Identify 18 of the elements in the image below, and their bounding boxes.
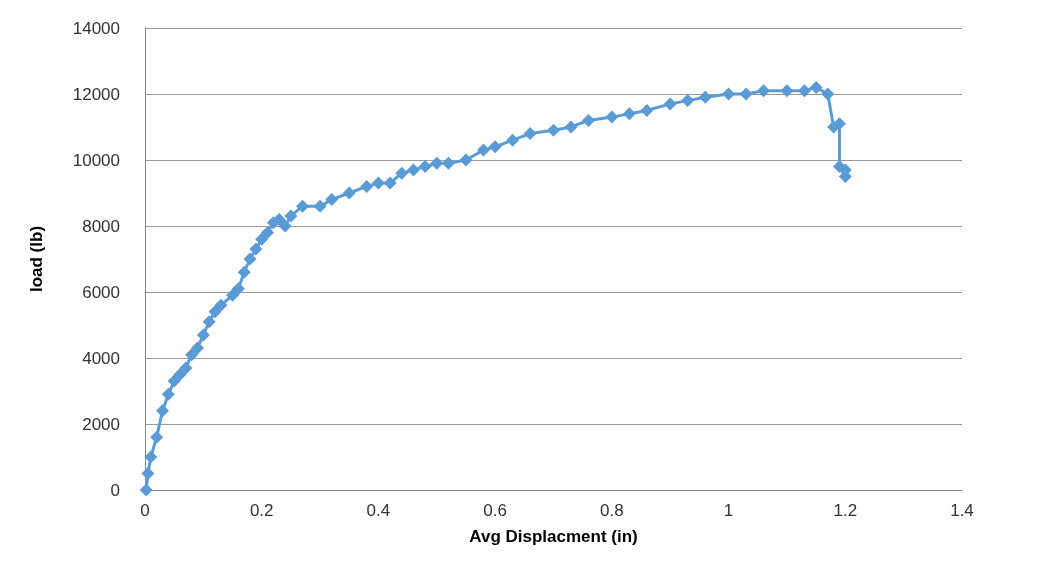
x-tick-label: 0.2 [249, 501, 274, 520]
y-tick-label: 2000 [82, 414, 120, 434]
y-tick-label: 14000 [72, 18, 120, 38]
y-tick-label: 4000 [82, 348, 120, 368]
y-tick-label: 8000 [82, 216, 120, 236]
x-tick-label: 1.4 [950, 501, 974, 520]
x-tick-label: 0 [140, 501, 150, 520]
x-tick-label: 1.2 [833, 501, 858, 520]
y-axis-title: load (lb) [27, 225, 46, 293]
x-tick-label: 0.6 [483, 501, 507, 520]
y-tick-label: 6000 [82, 282, 120, 302]
y-tick-label: 12000 [72, 84, 120, 104]
x-tick-label: 0.8 [600, 501, 624, 520]
y-tick-label: 10000 [72, 150, 120, 170]
x-tick-label: 0.4 [366, 501, 391, 520]
x-tick-label: 1 [723, 501, 734, 520]
y-tick-label: 0 [110, 480, 120, 500]
x-axis-title: Avg Displacment (in) [469, 527, 638, 546]
